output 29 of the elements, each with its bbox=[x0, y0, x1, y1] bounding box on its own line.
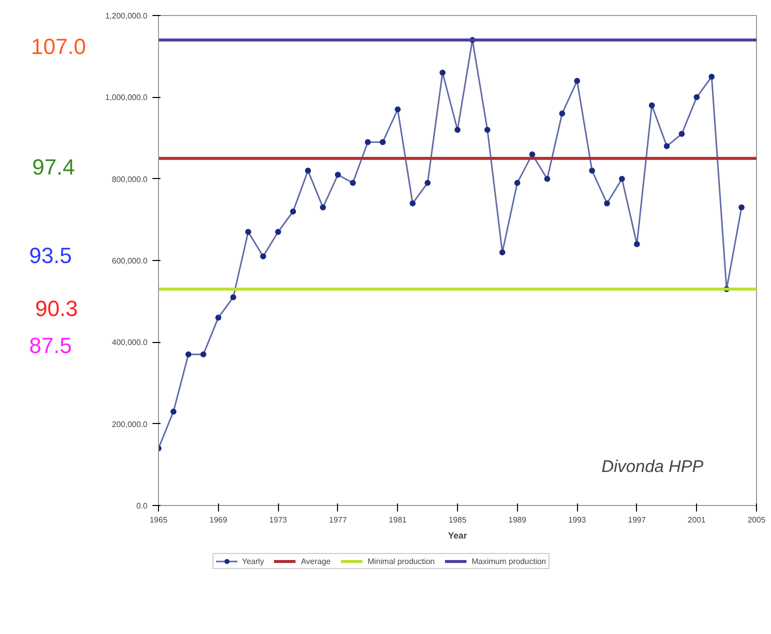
x-tick-label: 1997 bbox=[628, 516, 646, 524]
text: 93.5 bbox=[29, 242, 72, 268]
y-tick-label: 0.0 bbox=[136, 502, 148, 510]
y-tick-label: 600,000.0 bbox=[112, 256, 148, 266]
text: 90.3 bbox=[35, 296, 78, 321]
legend-label: Average bbox=[300, 556, 331, 566]
x-tick-label: 1969 bbox=[209, 516, 228, 524]
y-tick-label: 200,000.0 bbox=[112, 420, 148, 429]
text: 97.4 bbox=[32, 154, 75, 180]
x-tick-label: 1981 bbox=[388, 516, 408, 524]
legend-label: Yearly bbox=[242, 556, 264, 566]
x-tick-label: 1973 bbox=[269, 516, 288, 524]
x-tick-label: 2001 bbox=[688, 516, 706, 524]
y-tick-label: 400,000.0 bbox=[112, 338, 148, 348]
y-tick-label: 800,000.0 bbox=[112, 174, 148, 184]
legend-label: Maximum production bbox=[472, 556, 546, 566]
x-tick-label: 2005 bbox=[748, 516, 766, 524]
x-tick-label: 1965 bbox=[150, 516, 168, 524]
annotation: Divonda HPP bbox=[601, 457, 704, 476]
x-tick-label: 1989 bbox=[508, 516, 527, 524]
legend-label: Minimal production bbox=[368, 556, 435, 566]
text: 87.5 bbox=[29, 333, 72, 358]
x-axis-title: Year bbox=[448, 530, 468, 540]
text: 107.0 bbox=[30, 34, 86, 59]
y-tick-label: 1,200,000.0 bbox=[105, 12, 148, 20]
x-tick-label: 1993 bbox=[568, 516, 587, 524]
x-tick-label: 1985 bbox=[448, 516, 467, 524]
y-tick-label: 1,000,000.0 bbox=[105, 93, 148, 102]
x-tick-label: 1977 bbox=[329, 516, 348, 524]
